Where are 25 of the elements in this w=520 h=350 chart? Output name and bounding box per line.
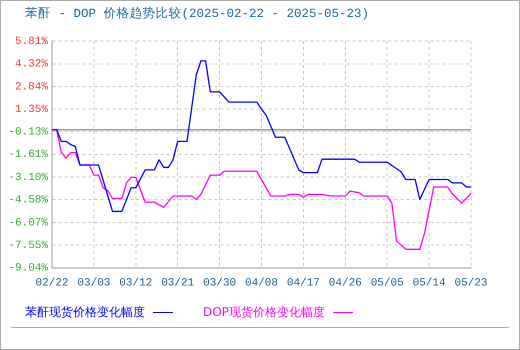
y-tick-label: -3.10% — [8, 172, 48, 184]
x-tick-label: 04/17 — [286, 277, 320, 290]
x-tick-label: 05/05 — [370, 277, 404, 290]
x-tick-label: 03/30 — [203, 277, 236, 290]
legend-label: 苯酐现货价格变化幅度 — [25, 304, 145, 321]
y-tick-label: -1.61% — [8, 149, 48, 162]
y-tick-label: 4.32% — [14, 58, 48, 71]
legend-label: DOP现货价格变化幅度 — [203, 304, 325, 321]
y-tick-label: -7.55% — [8, 240, 48, 252]
x-tick-label: 05/23 — [454, 277, 488, 290]
x-tick-label: 04/26 — [328, 277, 362, 290]
y-tick-label: 2.84% — [14, 81, 48, 94]
y-tick-label: 1.35% — [14, 104, 48, 116]
y-tick-label: -4.58% — [8, 194, 48, 207]
x-tick-label: 05/14 — [412, 277, 446, 290]
y-tick-label: -0.13% — [8, 126, 48, 139]
y-tick-label: 5.81% — [14, 36, 48, 48]
x-tick-label: 03/21 — [161, 277, 195, 290]
x-tick-label: 02/22 — [35, 277, 69, 290]
x-tick-label: 04/08 — [244, 277, 278, 290]
chart-title: 苯酐 - DOP 价格趋势比较(2025-02-22 - 2025-05-23) — [25, 6, 370, 22]
y-tick-label: -6.07% — [8, 217, 48, 230]
x-tick-label: 03/12 — [119, 277, 152, 290]
x-tick-label: 03/03 — [77, 277, 110, 290]
y-tick-label: -9.04% — [8, 262, 48, 275]
